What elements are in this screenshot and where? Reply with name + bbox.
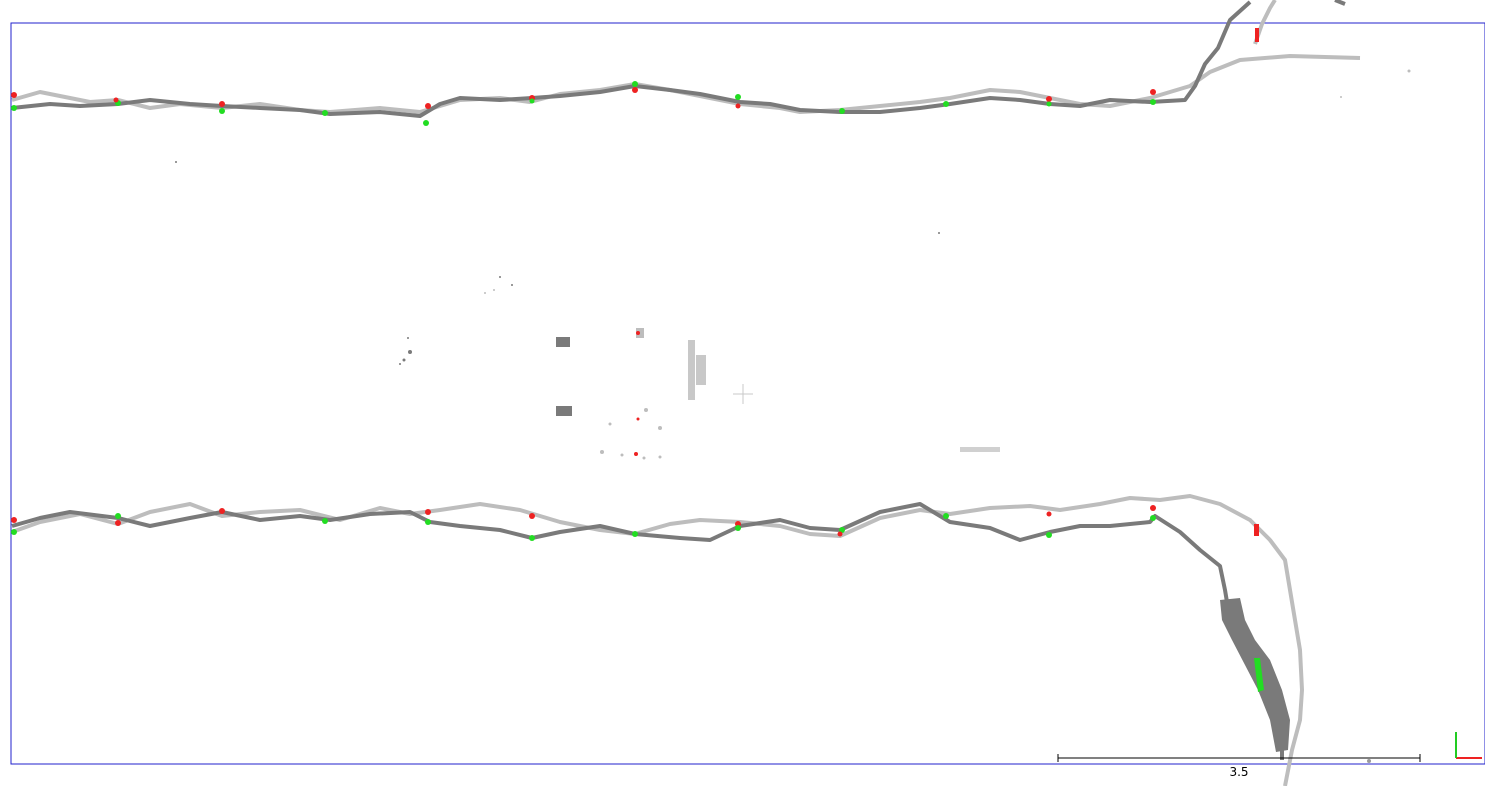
bottom-trace-light (11, 494, 1304, 786)
axes-gizmo-icon (1455, 732, 1482, 759)
top-right-trace-dark-small (1334, 0, 1346, 6)
bottom-right-dense-region (1220, 598, 1290, 752)
scattered-points (175, 69, 1411, 763)
bottom-markers (11, 505, 1264, 692)
top-trace-dark (11, 0, 1252, 118)
bottom-trace-dark (11, 502, 1284, 760)
crosshair-icon (733, 384, 753, 404)
scale-bar (1057, 754, 1421, 762)
top-markers (11, 28, 1259, 126)
scale-bar-label: 3.5 (1229, 765, 1249, 779)
view-frame (10, 22, 1485, 765)
